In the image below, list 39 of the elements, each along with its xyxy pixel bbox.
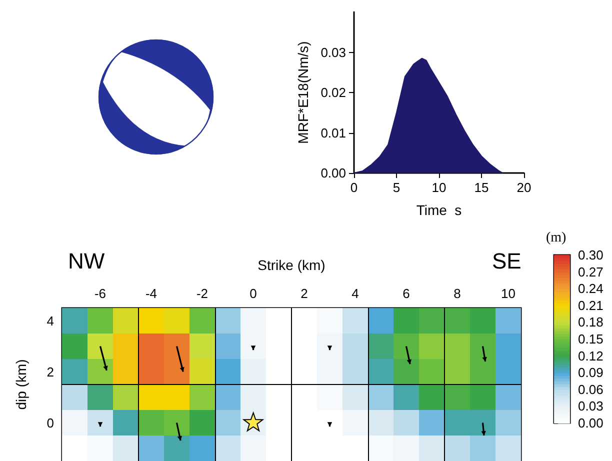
color-bar-label: 0.03 (578, 398, 604, 414)
x-tick-label: -6 (94, 286, 106, 301)
x-tick-label: -4 (145, 286, 158, 301)
x-tick-label: 0 (350, 180, 358, 195)
y-tick-label: 2 (46, 364, 54, 380)
x-tick-label: 10 (432, 180, 446, 195)
color-bar-label: 0.24 (578, 281, 604, 296)
color-bar-label: 0.06 (578, 382, 604, 397)
x-tick-label: 15 (474, 180, 489, 195)
color-bar-label: 0.09 (578, 365, 604, 380)
color-bar-label: 0.12 (578, 348, 604, 364)
color-bar-label: 0.15 (578, 332, 604, 346)
x-tick-label: 10 (501, 286, 516, 301)
text: NW (68, 248, 105, 274)
color-bar-title: (m) (546, 230, 567, 246)
x-axis-title: Strike (km) (258, 257, 326, 273)
y-tick-label: 0.02 (320, 85, 346, 100)
y-tick-label: 0.03 (320, 44, 346, 60)
color-bar-label: 0.21 (578, 298, 604, 313)
y-tick-label: 0.01 (320, 125, 346, 140)
x-tick-label: 5 (392, 180, 400, 195)
x-tick-label: 8 (454, 286, 461, 301)
text: SE (492, 248, 522, 274)
color-bar-label: 0.00 (578, 416, 604, 430)
y-axis-title: MRF*E18(Nm/s) (294, 41, 311, 144)
color-bar-label: 0.18 (578, 314, 604, 330)
x-tick-label: 6 (402, 286, 410, 301)
x-tick-label: 4 (352, 286, 359, 301)
y-tick-label: 0 (46, 415, 54, 430)
color-bar-label: 0.27 (578, 264, 604, 280)
x-tick-label: 2 (300, 286, 308, 301)
color-bar-label: 0.30 (578, 248, 604, 262)
y-axis-title: dip (km) (13, 359, 29, 410)
x-tick-label: -2 (196, 286, 208, 301)
x-tick-label: 0 (250, 286, 257, 301)
x-axis-title: Time s (416, 202, 462, 218)
y-tick-label: 4 (46, 313, 54, 328)
y-tick-label: 0.00 (320, 166, 346, 180)
x-tick-label: 20 (516, 180, 532, 195)
